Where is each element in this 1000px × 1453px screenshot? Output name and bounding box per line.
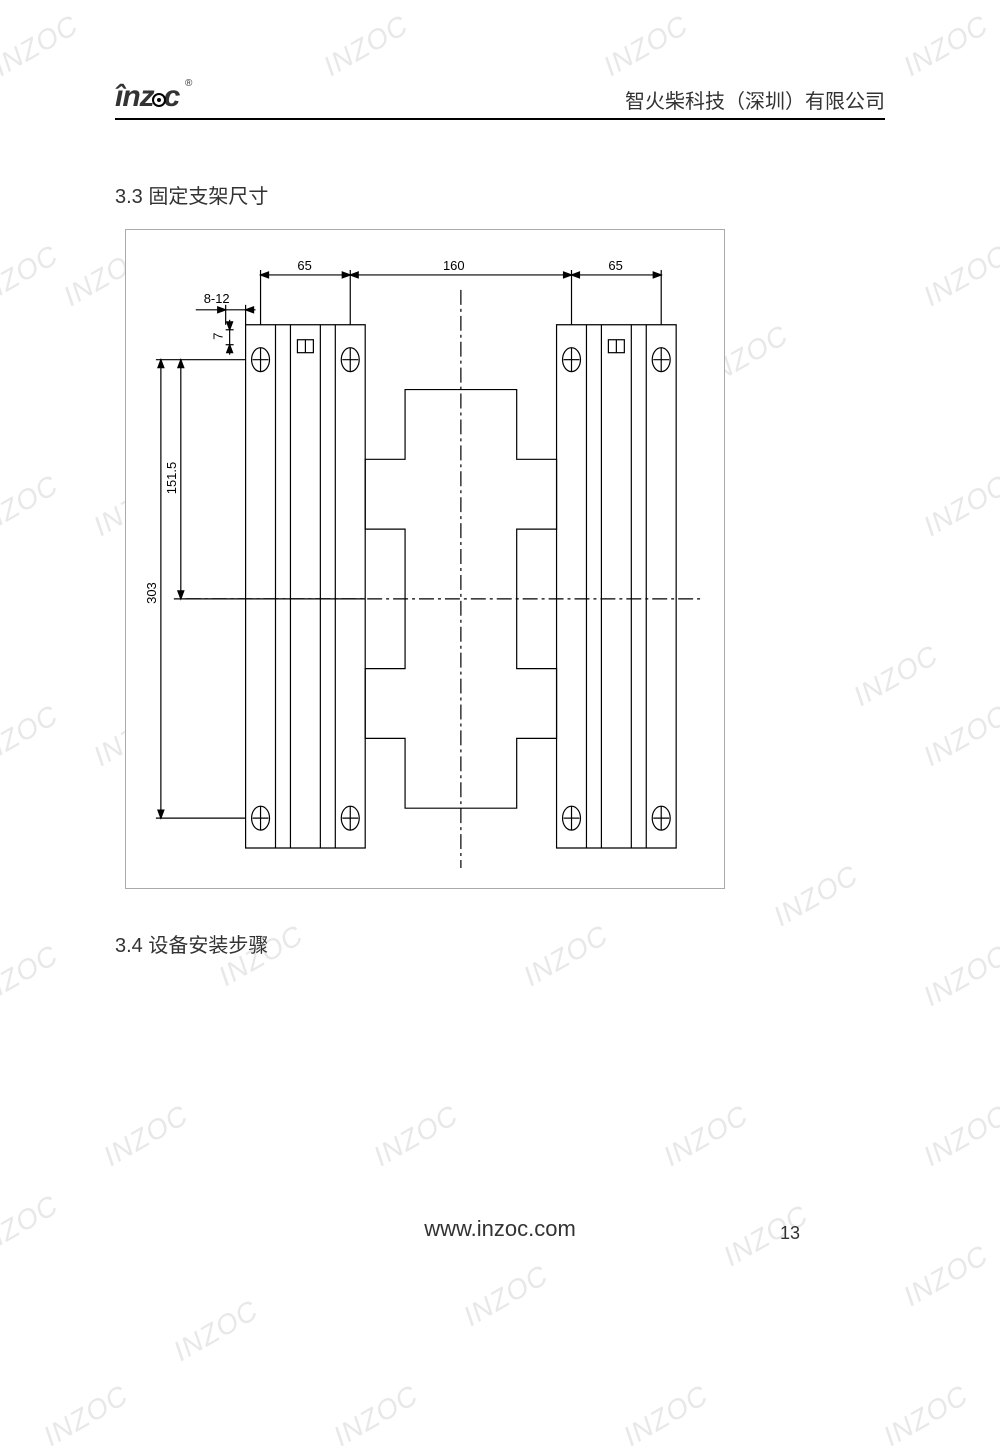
- page-content: înzc ® 智火柴科技（深圳）有限公司 3.3 固定支架尺寸: [0, 0, 1000, 1018]
- logo: înzc ®: [115, 80, 179, 114]
- section-3-3-heading: 3.3 固定支架尺寸: [115, 180, 885, 209]
- dim-160: 160: [443, 258, 465, 273]
- dim-151-5: 151.5: [164, 462, 179, 494]
- diagram-svg: 65 160 65 8-12 7 151.5 303: [126, 230, 724, 888]
- dim-8-12: 8-12: [204, 291, 230, 306]
- bracket-diagram: 65 160 65 8-12 7 151.5 303: [125, 229, 725, 889]
- dim-303: 303: [144, 582, 159, 604]
- dim-65-left: 65: [297, 258, 311, 273]
- page-header: înzc ® 智火柴科技（深圳）有限公司: [115, 80, 885, 120]
- company-name: 智火柴科技（深圳）有限公司: [625, 85, 885, 114]
- section-3-4-heading: 3.4 设备安装步骤: [115, 929, 885, 958]
- logo-text: înzc: [115, 80, 179, 113]
- dim-65-right: 65: [608, 258, 622, 273]
- page-number: 13: [780, 1223, 800, 1244]
- dim-7: 7: [211, 333, 226, 340]
- registered-mark: ®: [185, 78, 191, 89]
- footer-url: www.inzoc.com: [0, 1216, 1000, 1242]
